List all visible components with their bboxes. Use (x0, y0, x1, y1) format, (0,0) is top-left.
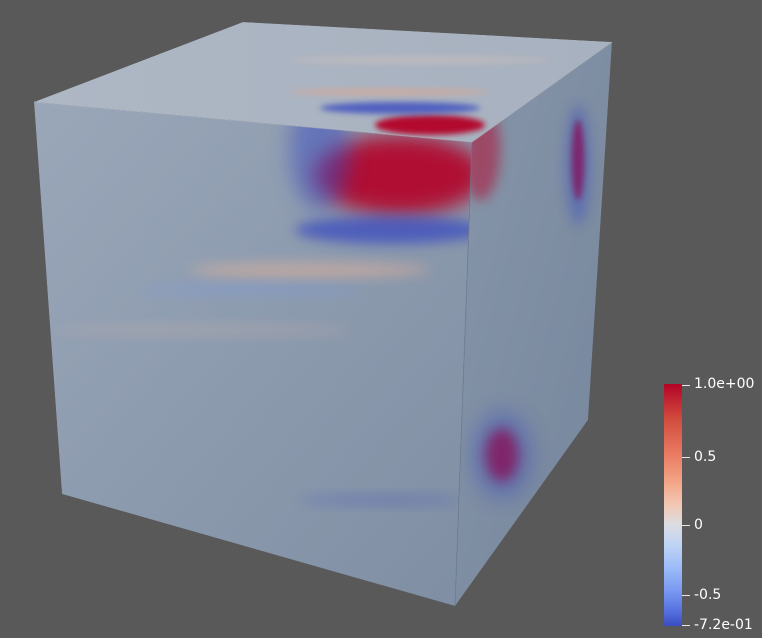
colorbar-tick-label-max: 1.0e+00 (694, 376, 755, 392)
cube-top-face (34, 22, 612, 142)
colorbar-tick-label: -0.5 (694, 587, 722, 603)
cube-front-face (34, 102, 472, 606)
color-legend-bar (664, 384, 682, 626)
colorbar-tick (682, 595, 690, 596)
colorbar-tick-label: 0.5 (694, 449, 717, 465)
colorbar-tick (682, 625, 690, 626)
colorbar-tick-label-min: -7.2e-01 (694, 617, 753, 633)
colorbar-tick (682, 385, 690, 386)
clipped-axis-title (756, 496, 762, 520)
colorbar-tick (682, 457, 690, 458)
colorbar-tick (682, 525, 690, 526)
colorbar-tick-label: 0 (694, 517, 703, 533)
